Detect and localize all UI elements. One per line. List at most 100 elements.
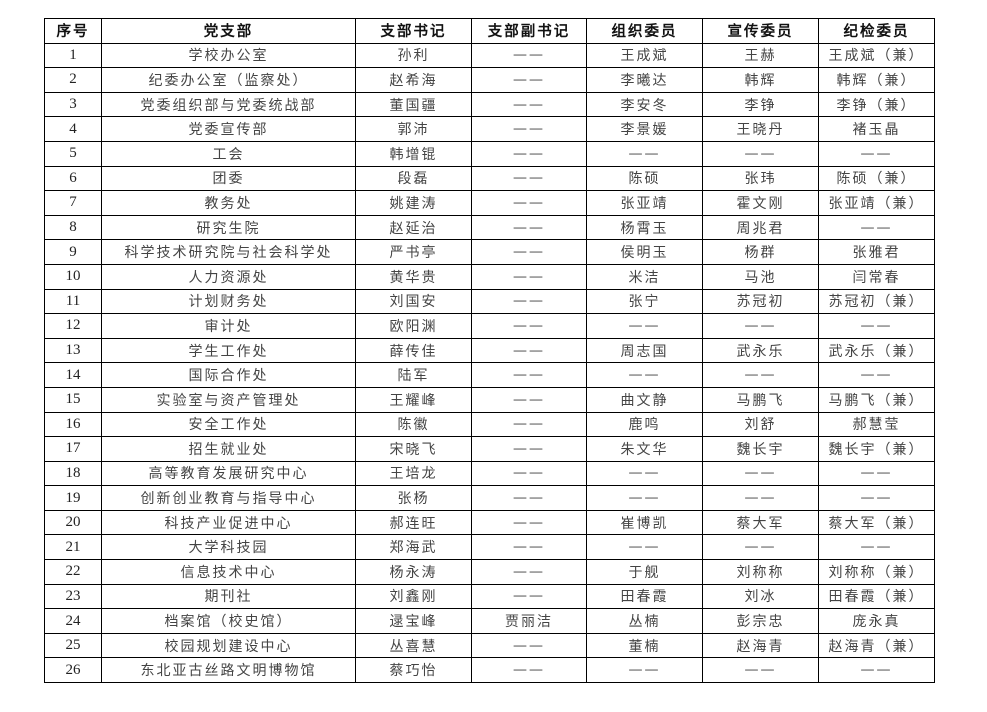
table-row: 14 国际合作处 陆军 —— —— —— —— [44, 362, 935, 388]
cell-index: 17 [44, 436, 102, 462]
cell-index: 7 [44, 190, 102, 216]
cell-organization-member: —— [586, 534, 703, 561]
cell-publicity-member: 赵海青 [702, 632, 819, 659]
cell-index: 21 [44, 534, 102, 561]
cell-publicity-member: —— [702, 362, 819, 388]
cell-organization-member: —— [586, 460, 703, 487]
cell-index: 24 [44, 608, 102, 634]
table-row: 5 工会 韩增锟 —— —— —— —— [44, 140, 935, 167]
cell-secretary: 张杨 [355, 485, 472, 511]
cell-secretary: 丛喜慧 [355, 632, 472, 659]
cell-publicity-member: 魏长宇 [702, 436, 819, 462]
cell-organization-member: 周志国 [586, 337, 703, 364]
cell-discipline-member: —— [818, 362, 935, 388]
cell-index: 8 [44, 214, 102, 241]
cell-branch: 信息技术中心 [101, 559, 356, 585]
cell-branch: 党委组织部与党委统战部 [101, 91, 356, 118]
header-organization-member: 组织委员 [586, 18, 703, 44]
cell-branch: 大学科技园 [101, 534, 356, 561]
cell-deputy-secretary: —— [471, 559, 587, 585]
cell-publicity-member: —— [702, 460, 819, 487]
header-publicity-member: 宣传委员 [702, 18, 819, 44]
cell-publicity-member: 周兆君 [702, 214, 819, 241]
cell-secretary: 董国疆 [355, 91, 472, 118]
cell-organization-member: 杨霄玉 [586, 214, 703, 241]
cell-index: 10 [44, 263, 102, 290]
cell-organization-member: 张宁 [586, 288, 703, 315]
cell-organization-member: 鹿鸣 [586, 411, 703, 438]
cell-discipline-member: 张亚靖（兼） [818, 190, 935, 216]
cell-branch: 科学技术研究院与社会科学处 [101, 239, 356, 265]
cell-branch: 人力资源处 [101, 263, 356, 290]
cell-index: 16 [44, 411, 102, 438]
cell-index: 18 [44, 460, 102, 487]
table-row: 25 校园规划建设中心 丛喜慧 —— 董楠 赵海青 赵海青（兼） [44, 632, 935, 659]
cell-deputy-secretary: —— [471, 140, 587, 167]
table-row: 9 科学技术研究院与社会科学处 严书亭 —— 侯明玉 杨群 张雅君 [44, 239, 935, 265]
cell-organization-member: —— [586, 485, 703, 511]
cell-organization-member: 董楠 [586, 632, 703, 659]
cell-publicity-member: 刘冰 [702, 583, 819, 610]
cell-index: 1 [44, 42, 102, 69]
cell-organization-member: 侯明玉 [586, 239, 703, 265]
cell-discipline-member: —— [818, 460, 935, 487]
cell-deputy-secretary: —— [471, 386, 587, 413]
cell-index: 6 [44, 165, 102, 192]
table-row: 7 教务处 姚建涛 —— 张亚靖 霍文刚 张亚靖（兼） [44, 190, 935, 216]
cell-deputy-secretary: —— [471, 509, 587, 536]
cell-publicity-member: —— [702, 534, 819, 561]
cell-deputy-secretary: —— [471, 42, 587, 69]
cell-index: 5 [44, 140, 102, 167]
cell-index: 2 [44, 67, 102, 93]
cell-secretary: 黄华贵 [355, 263, 472, 290]
cell-branch: 团委 [101, 165, 356, 192]
cell-secretary: 郝连旺 [355, 509, 472, 536]
cell-organization-member: 王成斌 [586, 42, 703, 69]
cell-discipline-member: —— [818, 214, 935, 241]
table-row: 1 学校办公室 孙利 —— 王成斌 王赫 王成斌（兼） [44, 42, 935, 69]
table-row: 4 党委宣传部 郭沛 —— 李景媛 王晓丹 褚玉晶 [44, 116, 935, 142]
cell-publicity-member: 彭宗忠 [702, 608, 819, 634]
cell-discipline-member: 田春霞（兼） [818, 583, 935, 610]
cell-secretary: 欧阳渊 [355, 313, 472, 339]
cell-discipline-member: —— [818, 140, 935, 167]
cell-branch: 安全工作处 [101, 411, 356, 438]
cell-branch: 党委宣传部 [101, 116, 356, 142]
cell-secretary: 刘国安 [355, 288, 472, 315]
cell-deputy-secretary: —— [471, 214, 587, 241]
cell-organization-member: —— [586, 362, 703, 388]
cell-publicity-member: —— [702, 485, 819, 511]
cell-publicity-member: —— [702, 657, 819, 684]
cell-index: 22 [44, 559, 102, 585]
cell-discipline-member: 赵海青（兼） [818, 632, 935, 659]
cell-branch: 科技产业促进中心 [101, 509, 356, 536]
table-header-row: 序号 党支部 支部书记 支部副书记 组织委员 宣传委员 纪检委员 [44, 18, 935, 44]
table-row: 22 信息技术中心 杨永涛 —— 于舰 刘称称 刘称称（兼） [44, 559, 935, 585]
cell-secretary: 宋晓飞 [355, 436, 472, 462]
cell-secretary: 郑海武 [355, 534, 472, 561]
cell-deputy-secretary: —— [471, 657, 587, 684]
cell-branch: 教务处 [101, 190, 356, 216]
table-row: 24 档案馆（校史馆） 逯宝峰 贾丽洁 丛楠 彭宗忠 庞永真 [44, 608, 935, 634]
cell-secretary: 段磊 [355, 165, 472, 192]
cell-publicity-member: 马池 [702, 263, 819, 290]
cell-discipline-member: —— [818, 657, 935, 684]
cell-publicity-member: 杨群 [702, 239, 819, 265]
cell-deputy-secretary: —— [471, 583, 587, 610]
cell-organization-member: 李安冬 [586, 91, 703, 118]
cell-organization-member: 陈硕 [586, 165, 703, 192]
cell-secretary: 蔡巧怡 [355, 657, 472, 684]
table-row: 10 人力资源处 黄华贵 —— 米洁 马池 闫常春 [44, 263, 935, 290]
cell-discipline-member: 武永乐（兼） [818, 337, 935, 364]
cell-branch: 招生就业处 [101, 436, 356, 462]
cell-organization-member: 崔博凯 [586, 509, 703, 536]
cell-index: 9 [44, 239, 102, 265]
cell-publicity-member: 马鹏飞 [702, 386, 819, 413]
cell-organization-member: —— [586, 140, 703, 167]
table-row: 15 实验室与资产管理处 王耀峰 —— 曲文静 马鹏飞 马鹏飞（兼） [44, 386, 935, 413]
cell-discipline-member: 郝慧莹 [818, 411, 935, 438]
table-row: 11 计划财务处 刘国安 —— 张宁 苏冠初 苏冠初（兼） [44, 288, 935, 315]
cell-publicity-member: 霍文刚 [702, 190, 819, 216]
cell-branch: 工会 [101, 140, 356, 167]
cell-organization-member: 米洁 [586, 263, 703, 290]
